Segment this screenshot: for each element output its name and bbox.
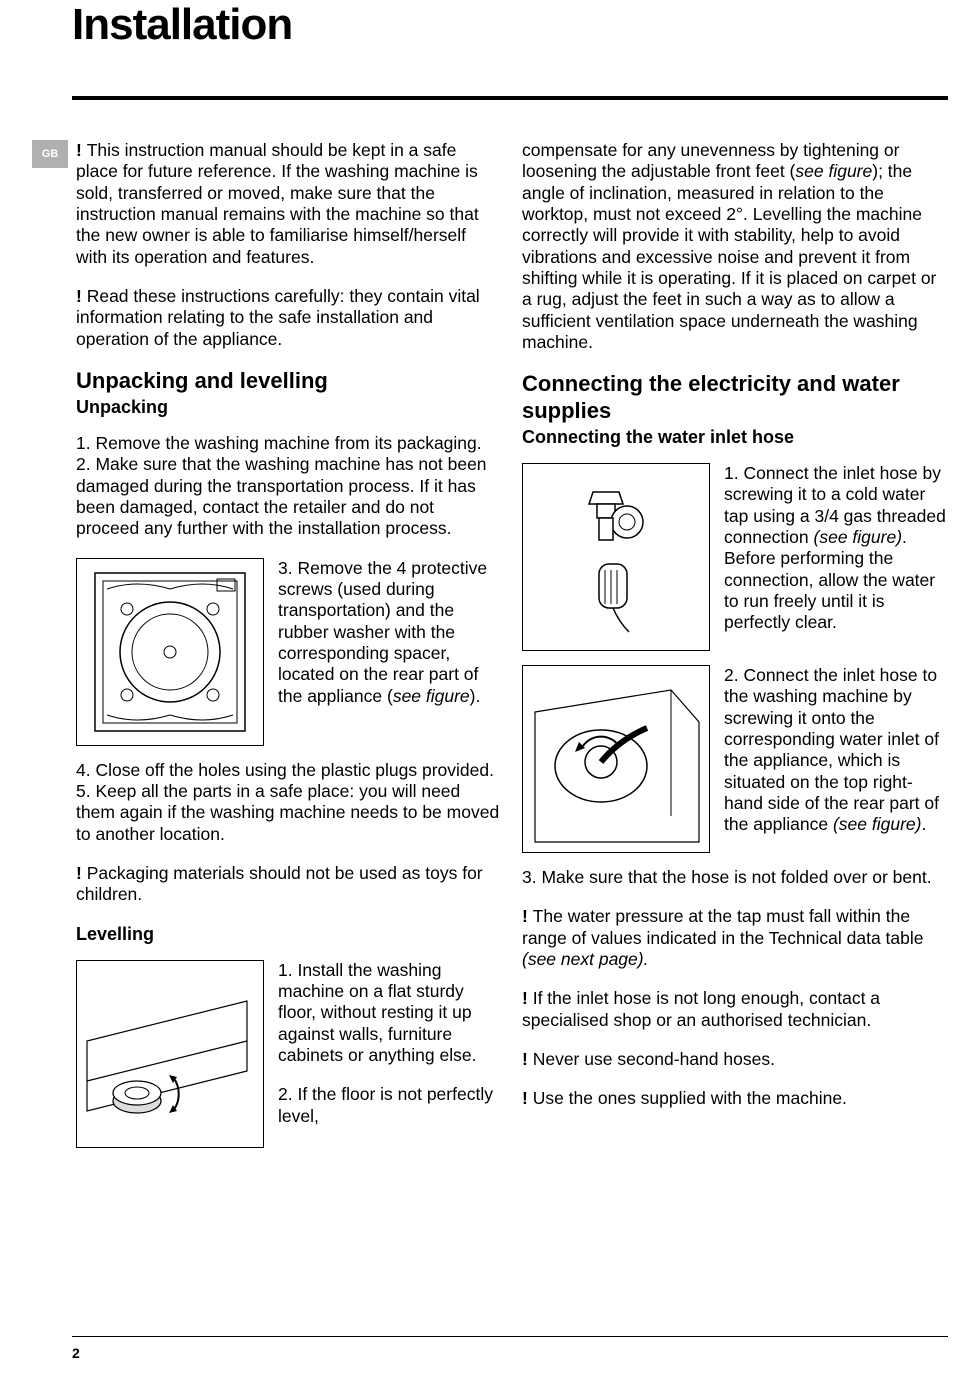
right-column: compensate for any unevenness by tighten… <box>522 140 946 1128</box>
emphasis-text: see figure <box>393 686 470 706</box>
warning-icon: ! <box>522 906 533 926</box>
warning-note: ! Use the ones supplied with the machine… <box>522 1088 946 1109</box>
figure-inlet-connection <box>522 665 710 853</box>
step-text: 4. Close off the holes using the plastic… <box>76 760 500 781</box>
emphasis-text: (see figure) <box>833 814 922 834</box>
page-title: Installation <box>72 0 292 50</box>
footer-rule <box>72 1336 948 1337</box>
warning-icon: ! <box>76 863 87 883</box>
body-text: Read these instructions carefully: they … <box>76 286 480 349</box>
page-number: 2 <box>72 1345 80 1361</box>
section-heading: Connecting the electricity and water sup… <box>522 371 946 425</box>
body-text: . <box>902 527 907 547</box>
subsection-heading: Connecting the water inlet hose <box>522 427 946 449</box>
warning-note: ! Never use second-hand hoses. <box>522 1049 946 1070</box>
warning-icon: ! <box>522 1049 533 1069</box>
emphasis-text: (see figure) <box>814 527 903 547</box>
step-text: 1. Connect the inlet hose by screwing it… <box>724 463 946 651</box>
body-text: ). <box>470 686 481 706</box>
warning-icon: ! <box>522 988 533 1008</box>
body-text: . <box>922 814 927 834</box>
warning-note: ! The water pressure at the tap must fal… <box>522 906 946 970</box>
step-text: 1. Remove the washing machine from its p… <box>76 433 500 454</box>
figure-block-foot: 1. Install the washing machine on a flat… <box>76 960 500 1148</box>
language-tab: GB <box>32 140 68 168</box>
section-heading: Unpacking and levelling <box>76 368 500 395</box>
body-text: The water pressure at the tap must fall … <box>522 906 923 947</box>
emphasis-text: (see next page). <box>522 949 648 969</box>
step-text: 5. Keep all the parts in a safe place: y… <box>76 781 500 845</box>
intro-note-1: ! This instruction manual should be kept… <box>76 140 500 268</box>
figure-tap-connection <box>522 463 710 651</box>
intro-note-2: ! Read these instructions carefully: the… <box>76 286 500 350</box>
warning-icon: ! <box>76 286 87 306</box>
body-text: 1. Install the washing machine on a flat… <box>278 960 500 1067</box>
body-text: ); the angle of inclination, measured in… <box>522 161 936 352</box>
body-text: Packaging materials should not be used a… <box>76 863 483 904</box>
body-text: Before performing the connection, allow … <box>724 548 935 632</box>
body-text: Never use second-hand hoses. <box>533 1049 775 1069</box>
figure-rear-panel <box>76 558 264 746</box>
left-column: ! This instruction manual should be kept… <box>76 140 500 1148</box>
step-text: 3. Remove the 4 protective screws (used … <box>278 558 500 746</box>
figure-block-inlet: 2. Connect the inlet hose to the washing… <box>522 665 946 853</box>
warning-note: ! Packaging materials should not be used… <box>76 863 500 906</box>
warning-note: ! If the inlet hose is not long enough, … <box>522 988 946 1031</box>
warning-icon: ! <box>522 1088 533 1108</box>
body-text: Use the ones supplied with the machine. <box>533 1088 847 1108</box>
step-text: 2. Connect the inlet hose to the washing… <box>724 665 946 853</box>
step-text: 1. Install the washing machine on a flat… <box>278 960 500 1148</box>
step-text: 3. Make sure that the hose is not folded… <box>522 867 946 888</box>
step-text: 2. Make sure that the washing machine ha… <box>76 454 500 539</box>
body-text: 2. If the floor is not perfectly level, <box>278 1084 500 1127</box>
emphasis-text: see figure <box>795 161 872 181</box>
figure-block-rear: 3. Remove the 4 protective screws (used … <box>76 558 500 746</box>
body-text: This instruction manual should be kept i… <box>76 140 479 267</box>
title-rule <box>72 96 948 100</box>
subsection-heading: Levelling <box>76 924 500 946</box>
body-text: If the inlet hose is not long enough, co… <box>522 988 880 1029</box>
figure-block-tap: 1. Connect the inlet hose by screwing it… <box>522 463 946 651</box>
figure-levelling-foot <box>76 960 264 1148</box>
subsection-heading: Unpacking <box>76 397 500 419</box>
body-text: compensate for any unevenness by tighten… <box>522 140 946 353</box>
warning-icon: ! <box>76 140 87 160</box>
body-text: 2. Connect the inlet hose to the washing… <box>724 665 939 834</box>
body-text: 3. Remove the 4 protective screws (used … <box>278 558 487 706</box>
